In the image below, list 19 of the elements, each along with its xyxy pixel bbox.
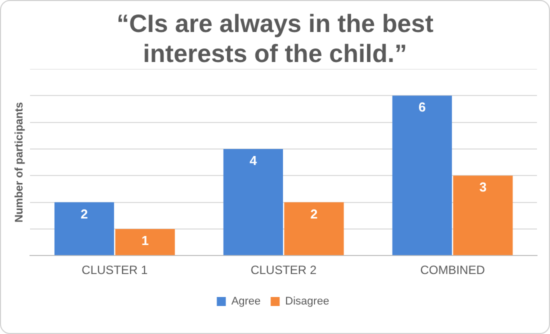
bar [453, 176, 513, 256]
x-tick-label: CLUSTER 1 [82, 263, 148, 278]
bar [392, 96, 452, 256]
data-label: 6 [418, 100, 426, 115]
x-tick-label: COMBINED [420, 263, 486, 278]
data-label: 4 [250, 153, 258, 168]
x-tick-label: CLUSTER 2 [250, 263, 317, 278]
data-label: 2 [80, 206, 88, 222]
data-label: 3 [479, 180, 487, 195]
bar [284, 202, 344, 256]
legend-label: Disagree [285, 296, 330, 308]
data-label: 1 [141, 233, 149, 248]
bar [54, 202, 114, 256]
chart-title: “CIs are always in the best interests of the child.” [116, 9, 434, 69]
y-axis-title: Number of participants [14, 102, 26, 223]
legend-label: Agree [231, 296, 261, 308]
data-label: 2 [310, 206, 318, 222]
bar [223, 148, 283, 256]
bar [115, 228, 175, 256]
